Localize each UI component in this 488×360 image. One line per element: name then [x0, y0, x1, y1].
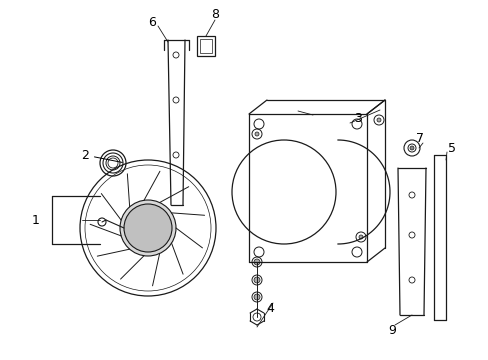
Circle shape [253, 277, 260, 283]
Circle shape [120, 200, 176, 256]
Circle shape [254, 132, 259, 136]
Text: 6: 6 [148, 15, 156, 28]
Text: 2: 2 [81, 149, 122, 162]
Circle shape [358, 235, 362, 239]
Circle shape [253, 294, 260, 300]
Text: 8: 8 [210, 8, 219, 21]
Circle shape [253, 259, 260, 265]
Bar [200, 39, 212, 53]
Text: 1: 1 [32, 213, 40, 226]
Circle shape [124, 204, 172, 252]
Circle shape [409, 146, 413, 150]
Text: 5: 5 [447, 141, 455, 154]
Text: 3: 3 [353, 112, 361, 125]
Text: 9: 9 [387, 324, 395, 337]
Bar [197, 36, 215, 56]
Text: 4: 4 [265, 302, 273, 315]
Circle shape [376, 118, 380, 122]
Text: 7: 7 [415, 131, 423, 144]
